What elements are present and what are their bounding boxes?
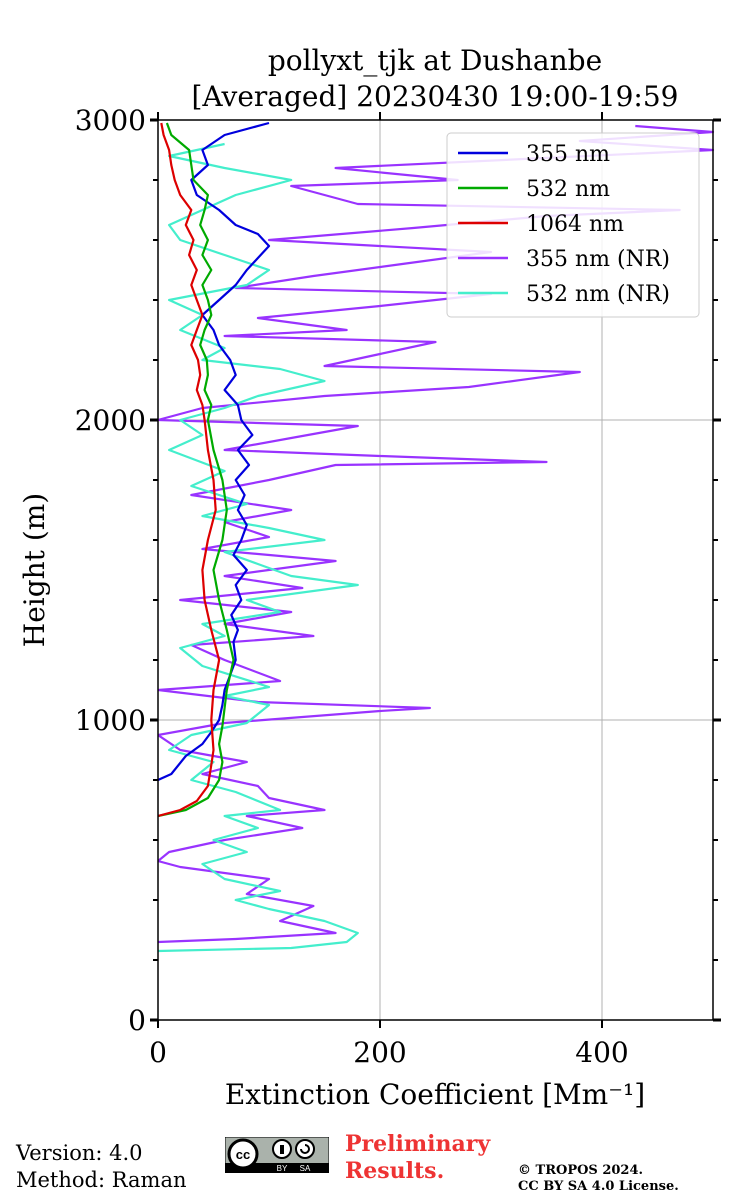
- x-tick-label: 200: [353, 1036, 406, 1069]
- chart-title-line2: [Averaged] 20230430 19:00-19:59: [192, 80, 679, 113]
- sa-text: SA: [300, 1164, 311, 1173]
- copyright-line1: © TROPOS 2024.: [518, 1163, 644, 1178]
- legend-entry: 355 nm (NR): [526, 247, 670, 272]
- legend: 355 nm 532 nm 1064 nm 355 nm (NR) 532 nm (NR…: [446, 132, 700, 318]
- y-tick-label: 2000: [75, 404, 146, 437]
- copyright-line2: CC BY SA 4.0 License.: [518, 1179, 679, 1194]
- y-tick-label: 1000: [75, 704, 146, 737]
- series-line-1064-nm: [158, 122, 221, 818]
- y-tick-label: 0: [128, 1004, 146, 1037]
- plot-frame: [157, 119, 714, 1021]
- cc-license-badge-icon: cc BY SA: [225, 1137, 329, 1173]
- legend-entry: 532 nm (NR): [526, 282, 670, 307]
- preliminary-results-note: Preliminary Results.: [345, 1131, 490, 1185]
- version-text: Version: 4.0: [16, 1141, 143, 1165]
- preliminary-line1: Preliminary: [345, 1131, 491, 1157]
- by-text: BY: [277, 1164, 288, 1173]
- series-line-532-nm: [158, 122, 235, 818]
- legend-box: [446, 132, 700, 318]
- y-axis-label: Height (m): [18, 493, 51, 647]
- x-tick-label: 400: [575, 1036, 628, 1069]
- method-text: Method: Raman: [16, 1168, 187, 1192]
- cc-symbol: cc: [236, 1147, 250, 1162]
- x-tick-label: 0: [149, 1036, 167, 1069]
- series-line-532-nm-nr-: [158, 142, 359, 953]
- legend-entry: 532 nm: [526, 177, 610, 202]
- legend-entry: 355 nm: [526, 142, 610, 167]
- x-axis-label: Extinction Coefficient [Mm⁻¹]: [225, 1078, 645, 1111]
- chart-title-line1: pollyxt_tjk at Dushanbe: [268, 44, 602, 77]
- y-tick-label: 3000: [75, 104, 146, 137]
- axis-ticks: 0 200 400 0 1000 2000 3000: [75, 104, 721, 1069]
- preliminary-line2: Results.: [345, 1158, 445, 1184]
- copyright-note: © TROPOS 2024. CC BY SA 4.0 License.: [518, 1163, 679, 1195]
- legend-entry: 1064 nm: [526, 212, 624, 237]
